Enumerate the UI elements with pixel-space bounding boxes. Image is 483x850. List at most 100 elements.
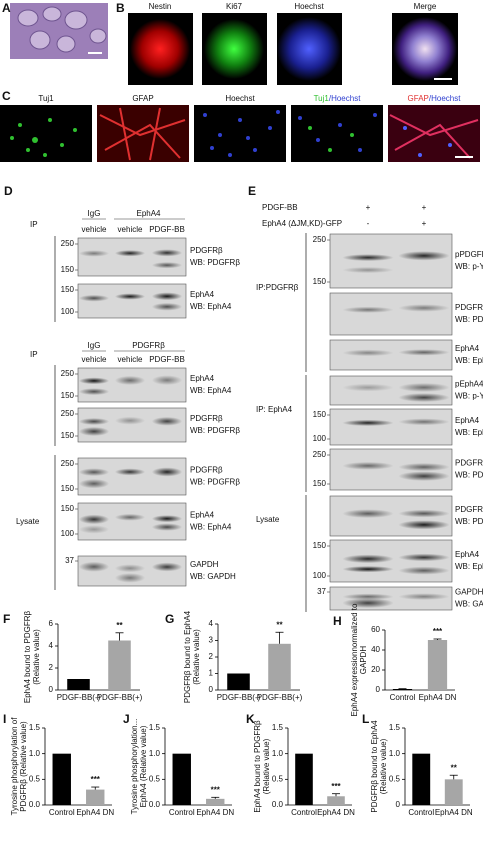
mw-marker: 100 [313,571,327,580]
blot-protein: PDGFRβ [190,414,223,423]
blot-wb: WB: EphA4 [455,562,483,571]
bar [206,798,225,805]
blot-band [398,553,450,562]
y-tick-label: 0.0 [272,800,284,809]
y-tick-label: 1.5 [389,723,401,732]
blot-band [78,468,110,477]
bar [227,673,250,690]
y-tick-label: 2 [209,652,214,661]
panel-letter: D [4,184,13,198]
y-axis-title: PDGFRβ bound to EphA4 [370,720,379,813]
blot-band [114,250,146,257]
blot-wb: WB: p-Y [455,392,483,401]
mw-marker: 150 [313,410,327,419]
lane-label: vehicle [82,225,107,234]
blot-image [77,457,187,496]
y-tick-label: 0 [396,800,401,809]
blot-protein: PDGFRβ [455,505,483,514]
blot-band [398,463,450,472]
blot-band [342,254,394,262]
blot-wb: WB: PDGFRβ [190,478,240,487]
y-tick-label: 4 [209,619,214,628]
mw-marker: 37 [317,587,326,596]
error-bar [449,774,458,780]
panel-letter: G [165,612,174,626]
x-tick-label: EphA4 DN [419,693,457,702]
blot-band [78,388,110,396]
blot-band [398,509,450,518]
y-axis-title: Tyrosine phosphorylation... [130,719,139,815]
blot-wb: WB: EphA4 [190,523,232,532]
lane-label: vehicle [82,355,107,364]
treatment-sign: + [422,219,427,228]
image-label: Ki67 [226,2,243,11]
blot-image [329,408,453,446]
x-tick-label: PDGF-BB(+) [97,693,143,702]
blot-protein: GAPDH [190,560,219,569]
blot-band [342,419,394,427]
significance: *** [331,782,341,791]
bar [392,689,413,690]
x-tick-label: EphA4 DN [435,808,473,817]
blot-band [151,375,183,386]
significance: *** [91,775,101,784]
error-bar [91,786,100,790]
bar [268,643,291,690]
y-tick-label: 4 [49,641,54,650]
blot-band [398,304,450,312]
mw-marker: 150 [313,541,327,550]
image-label: Hoechst [225,94,255,103]
blot-band [342,565,394,573]
y-tick-label: 2 [49,663,54,672]
panel-letter: J [123,712,130,726]
blot-band [78,561,110,572]
blot-image [77,237,187,277]
y-axis-title: (Relative value) [32,629,41,685]
blot-protein: pPDGFRβ [455,250,483,259]
y-axis-title: (Relative value) [262,738,271,794]
y-axis-title: (Relative value) [192,629,201,685]
y-tick-label: 0 [209,685,214,694]
x-tick-label: Control [408,808,434,817]
blot-band [398,471,450,481]
group-label: IP:PDGFRβ [256,283,299,292]
y-tick-label: 0 [49,685,54,694]
blot-band [398,382,450,392]
error-bar [332,793,340,797]
blot-band [342,461,394,470]
image-label: Tuj1 [38,94,54,103]
bar [295,753,313,805]
y-tick-label: 0.5 [29,774,41,783]
mw-marker: 37 [65,556,74,565]
treatment-sign: - [367,219,370,228]
blot-band [114,564,146,573]
bar [86,789,105,805]
bar [412,753,431,805]
blot-band [151,467,183,477]
y-tick-label: 1.0 [389,749,401,758]
blot-band [151,515,183,523]
panel-letter: B [116,1,125,15]
blot-image [329,233,453,289]
blot-band [398,251,450,261]
mw-marker: 150 [61,391,75,400]
image-label: Merge [414,2,437,11]
error-bar [211,796,220,799]
blot-band [398,593,450,600]
blot-band [78,525,110,534]
blot-wb: WB: EphA4 [455,428,483,437]
x-tick-label: Control [49,808,75,817]
image-label: Hoechst [294,2,324,11]
blot-band [151,262,183,269]
significance: *** [211,785,221,794]
y-tick-label: 6 [49,619,54,628]
y-axis-title: (Relative value) [379,738,388,794]
group-label: IP: EphA4 [256,405,293,414]
panel-letter: K [246,712,255,726]
mw-marker: 150 [61,504,75,513]
blot-wb: WB: PDGFRβ [455,315,483,324]
blot-wb: WB: PDGFRβ [190,426,240,435]
group-label: Lysate [256,515,280,524]
image-label: GFAP [132,94,153,103]
